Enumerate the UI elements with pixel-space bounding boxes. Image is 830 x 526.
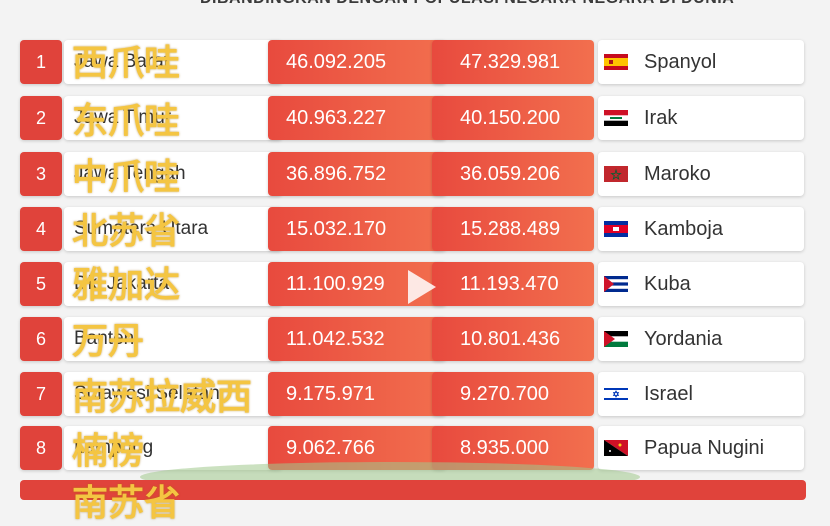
table-row: 7 Sulawesi Selatan 9.175.971 9.270.700 I… [20, 372, 806, 416]
cambodia-flag-icon [604, 221, 628, 237]
country-population: 40.150.200 [432, 96, 594, 140]
country-name: Maroko [644, 162, 711, 185]
rank-badge: 3 [20, 152, 62, 196]
province-name: Jawa Timur [64, 96, 282, 140]
rank-badge: 1 [20, 40, 62, 84]
country-name: Papua Nugini [644, 436, 765, 459]
country-population: 10.801.436 [432, 317, 594, 361]
country-name: Kamboja [644, 217, 723, 240]
country-cell: Kamboja [598, 207, 804, 251]
province-name: Lampung [64, 426, 282, 470]
next-row-strip [20, 480, 806, 500]
country-cell: Irak [598, 96, 804, 140]
country-population: 47.329.981 [432, 40, 594, 84]
country-population: 9.270.700 [432, 372, 594, 416]
province-name: Jawa Tengah [64, 152, 282, 196]
play-icon[interactable] [408, 270, 436, 304]
province-name: Dki Jakarta [64, 262, 282, 306]
rank-badge: 5 [20, 262, 62, 306]
province-population: 40.963.227 [268, 96, 446, 140]
country-population: 8.935.000 [432, 426, 594, 470]
province-name: Banten [64, 317, 282, 361]
country-cell: Yordania [598, 317, 804, 361]
spain-flag-icon [604, 54, 628, 70]
province-name: Sulawesi Selatan [64, 372, 282, 416]
israel-flag-icon [604, 386, 628, 402]
country-name: Irak [644, 106, 678, 129]
province-population: 11.042.532 [268, 317, 446, 361]
morocco-flag-icon [604, 166, 628, 182]
table-row: 6 Banten 11.042.532 10.801.436 Yordania [20, 317, 806, 361]
rank-badge: 6 [20, 317, 62, 361]
country-name: Spanyol [644, 50, 717, 73]
province-population: 9.175.971 [268, 372, 446, 416]
country-cell: Maroko [598, 152, 804, 196]
country-cell: Spanyol [598, 40, 804, 84]
table-header: DIBANDINGKAN DENGAN POPULASI NEGARA-NEGA… [200, 0, 800, 8]
country-name: Israel [644, 382, 693, 405]
country-population: 11.193.470 [432, 262, 594, 306]
rank-badge: 4 [20, 207, 62, 251]
country-population: 15.288.489 [432, 207, 594, 251]
country-cell: Israel [598, 372, 804, 416]
province-population: 36.896.752 [268, 152, 446, 196]
country-name: Kuba [644, 272, 691, 295]
province-name: Jawa Barat [64, 40, 282, 84]
rank-badge: 7 [20, 372, 62, 416]
table-row: 2 Jawa Timur 40.963.227 40.150.200 Irak [20, 96, 806, 140]
country-population: 36.059.206 [432, 152, 594, 196]
cuba-flag-icon [604, 276, 628, 292]
table-row: 4 Sumatera Utara 15.032.170 15.288.489 K… [20, 207, 806, 251]
rank-badge: 8 [20, 426, 62, 470]
country-name: Yordania [644, 327, 723, 350]
country-cell: Papua Nugini [598, 426, 804, 470]
iraq-flag-icon [604, 110, 628, 126]
table-row: 8 Lampung 9.062.766 8.935.000 Papua Nugi… [20, 426, 806, 470]
png-flag-icon [604, 440, 628, 456]
province-population: 46.092.205 [268, 40, 446, 84]
province-name: Sumatera Utara [64, 207, 282, 251]
table-row: 1 Jawa Barat 46.092.205 47.329.981 Spany… [20, 40, 806, 84]
province-population: 15.032.170 [268, 207, 446, 251]
table-row: 3 Jawa Tengah 36.896.752 36.059.206 Maro… [20, 152, 806, 196]
country-cell: Kuba [598, 262, 804, 306]
jordan-flag-icon [604, 331, 628, 347]
rank-badge: 2 [20, 96, 62, 140]
